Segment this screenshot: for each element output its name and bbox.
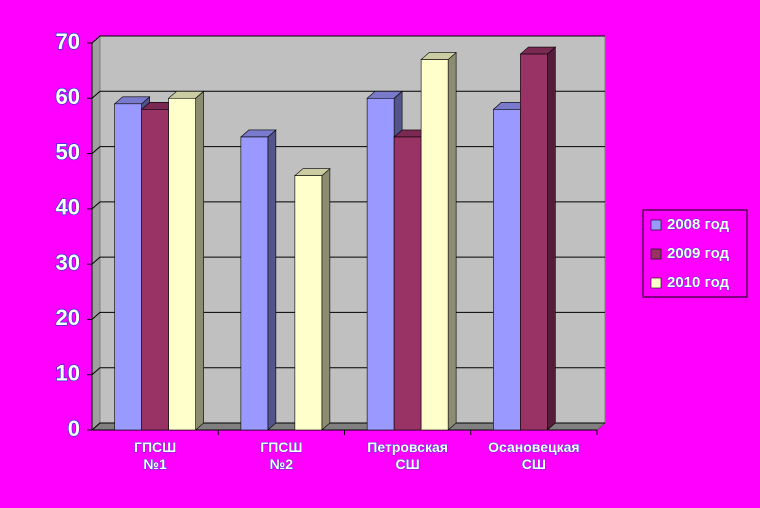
- y-tick-label: 0: [68, 416, 80, 441]
- bar-side: [447, 51, 457, 431]
- grid-line: [91, 35, 605, 44]
- legend-label: 2008 год: [667, 216, 730, 233]
- bar: [294, 175, 323, 431]
- y-tick-label: 50: [56, 139, 80, 164]
- y-tick-label: 30: [56, 250, 80, 275]
- legend-swatch: [650, 277, 662, 289]
- bar: [393, 136, 422, 431]
- labels: 0 10 20 30 40 50 60 70 ГПСШ №1 ГПСШ №2 Петровская СШ О…: [55, 28, 730, 472]
- y-tick-label: 10: [56, 361, 80, 386]
- y-tick-label: 20: [56, 305, 80, 330]
- x-tick-label: ГПСШ №2: [260, 439, 302, 472]
- bar: [420, 59, 449, 431]
- bar-side: [195, 90, 204, 431]
- bar: [520, 53, 548, 431]
- bar: [141, 109, 169, 431]
- bar-side: [547, 46, 556, 431]
- legend-label: 2010 год: [667, 274, 730, 291]
- bar: [168, 97, 196, 431]
- y-tick-label: 40: [56, 195, 80, 220]
- bar-side: [321, 168, 331, 431]
- bar: [493, 109, 521, 431]
- legend-swatch: [650, 248, 662, 260]
- legend-label: 2009 год: [667, 245, 730, 262]
- bar: [240, 136, 269, 431]
- y-tick-label: 60: [56, 84, 80, 109]
- bar: [366, 97, 395, 431]
- bar-side: [267, 129, 277, 431]
- x-tick-label: Петровская СШ: [367, 439, 448, 472]
- x-tick-label: ГПСШ №1: [134, 439, 176, 472]
- bars: [113, 46, 557, 431]
- legend-swatch: [650, 219, 662, 231]
- y-tick-label: 70: [56, 29, 80, 54]
- x-tick-label: Осановецкая СШ: [488, 439, 579, 472]
- bar: [114, 103, 142, 431]
